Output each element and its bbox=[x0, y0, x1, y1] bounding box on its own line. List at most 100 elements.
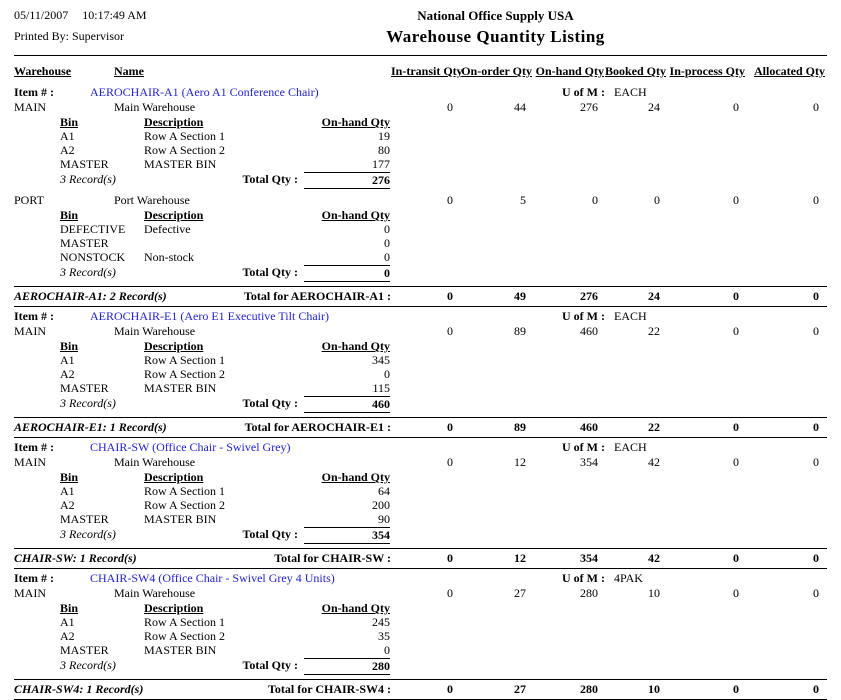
item-summary-row: AEROCHAIR-E1: 1 Record(s) Total for AEROC… bbox=[14, 417, 827, 438]
item-number-label: Item # : bbox=[14, 440, 54, 454]
uom-label: U of M : bbox=[562, 309, 605, 323]
warehouse-total-qty: 460 bbox=[304, 396, 390, 413]
report-time: 10:17:49 AM bbox=[82, 8, 147, 22]
warehouse-qty-value: 42 bbox=[648, 455, 660, 469]
warehouse-row: MAIN Main Warehouse 0 89 460 22 0 0 bbox=[14, 324, 827, 339]
warehouse-qty-value: 22 bbox=[648, 324, 660, 338]
warehouse-total-row: 3 Record(s) Total Qty : 276 bbox=[60, 172, 827, 189]
warehouse-code: MAIN bbox=[14, 455, 46, 469]
bin-records-count: 3 Record(s) bbox=[60, 396, 116, 410]
uom-label: U of M : bbox=[562, 85, 605, 99]
total-qty-label: Total Qty : bbox=[242, 658, 298, 672]
description-column-header: Description bbox=[144, 470, 204, 484]
bin-on-hand-qty: 0 bbox=[384, 367, 390, 381]
description-column-header: Description bbox=[144, 601, 204, 615]
on-hand-qty-column-header: On-hand Qty bbox=[535, 64, 604, 78]
item-number-label: Item # : bbox=[14, 571, 54, 585]
bin-row: MASTER MASTER BIN 0 bbox=[60, 643, 827, 657]
bin-on-hand-qty: 345 bbox=[372, 353, 390, 367]
warehouse-qty-value: 0 bbox=[447, 455, 453, 469]
item-block: Item # : CHAIR-SW4 (Office Chair - Swivel… bbox=[14, 571, 827, 700]
bin-code: MASTER bbox=[60, 381, 109, 395]
warehouse-qty-value: 0 bbox=[813, 455, 819, 469]
item-summary-qty-value: 0 bbox=[733, 551, 739, 565]
item-header-row: Item # : CHAIR-SW (Office Chair - Swivel … bbox=[14, 440, 827, 455]
bin-code: MASTER bbox=[60, 643, 109, 657]
uom-value: 4PAK bbox=[614, 571, 643, 585]
warehouse-qty-value: 10 bbox=[648, 586, 660, 600]
bin-row: A1 Row A Section 1 345 bbox=[60, 353, 827, 367]
uom-label: U of M : bbox=[562, 571, 605, 585]
description-column-header: Description bbox=[144, 339, 204, 353]
report-body: Item # : AEROCHAIR-A1 (Aero A1 Conference… bbox=[14, 85, 827, 700]
bin-description: Row A Section 1 bbox=[144, 129, 226, 143]
item-summary-qty-value: 0 bbox=[447, 551, 453, 565]
uom-label: U of M : bbox=[562, 440, 605, 454]
item-summary-row: CHAIR-SW: 1 Record(s) Total for CHAIR-SW … bbox=[14, 548, 827, 569]
item-summary-qty-value: 0 bbox=[813, 682, 819, 696]
bin-row: NONSTOCK Non-stock 0 bbox=[60, 250, 827, 264]
bin-on-hand-qty: 200 bbox=[372, 498, 390, 512]
bin-column-header: Bin bbox=[60, 470, 79, 484]
bin-description: Row A Section 2 bbox=[144, 143, 226, 157]
warehouse-qty-value: 0 bbox=[733, 193, 739, 207]
bin-code: A1 bbox=[60, 129, 75, 143]
bin-code: DEFECTIVE bbox=[60, 222, 126, 236]
bin-description: Non-stock bbox=[144, 250, 194, 264]
bin-code: A1 bbox=[60, 484, 75, 498]
bin-row: MASTER MASTER BIN 177 bbox=[60, 157, 827, 171]
bin-column-header: Bin bbox=[60, 115, 79, 129]
item-name-link[interactable]: AEROCHAIR-A1 (Aero A1 Conference Chair) bbox=[90, 85, 319, 99]
report-header-center: National Office Supply USA Warehouse Qua… bbox=[164, 8, 827, 47]
warehouse-qty-value: 0 bbox=[733, 455, 739, 469]
bin-on-hand-qty: 0 bbox=[384, 236, 390, 250]
warehouse-qty-value: 89 bbox=[514, 324, 526, 338]
warehouse-total-row: 3 Record(s) Total Qty : 280 bbox=[60, 658, 827, 675]
bin-code: MASTER bbox=[60, 236, 109, 250]
warehouse-total-qty: 276 bbox=[304, 172, 390, 189]
warehouse-qty-value: 0 bbox=[447, 100, 453, 114]
bin-description: MASTER BIN bbox=[144, 512, 217, 526]
bin-row: MASTER MASTER BIN 90 bbox=[60, 512, 827, 526]
warehouse-qty-value: 0 bbox=[813, 324, 819, 338]
item-block: Item # : AEROCHAIR-A1 (Aero A1 Conference… bbox=[14, 85, 827, 307]
uom-value: EACH bbox=[614, 309, 647, 323]
report-header: 05/11/2007 10:17:49 AM Printed By: Superv… bbox=[14, 8, 827, 47]
bin-column-header-row: Bin Description On-hand Qty bbox=[60, 115, 827, 129]
bin-on-hand-qty: 35 bbox=[378, 629, 390, 643]
warehouse-qty-value: 12 bbox=[514, 455, 526, 469]
item-summary-qty-value: 0 bbox=[733, 420, 739, 434]
item-name-link[interactable]: CHAIR-SW (Office Chair - Swivel Grey) bbox=[90, 440, 291, 454]
warehouse-total-row: 3 Record(s) Total Qty : 0 bbox=[60, 265, 827, 282]
item-summary-qty-value: 0 bbox=[813, 420, 819, 434]
item-summary-qty-value: 12 bbox=[514, 551, 526, 565]
item-summary-qty-value: 89 bbox=[514, 420, 526, 434]
bin-column-header-row: Bin Description On-hand Qty bbox=[60, 339, 827, 353]
bin-code: MASTER bbox=[60, 512, 109, 526]
warehouse-name: Main Warehouse bbox=[114, 455, 196, 469]
item-number-label: Item # : bbox=[14, 309, 54, 323]
item-total-label: Total for CHAIR-SW4 : bbox=[267, 682, 391, 696]
bin-code: A1 bbox=[60, 353, 75, 367]
item-name-link[interactable]: CHAIR-SW4 (Office Chair - Swivel Grey 4 … bbox=[90, 571, 335, 585]
bin-on-hand-qty: 90 bbox=[378, 512, 390, 526]
warehouse-qty-value: 0 bbox=[733, 100, 739, 114]
bin-on-hand-qty: 115 bbox=[372, 381, 390, 395]
bin-on-hand-qty-column-header: On-hand Qty bbox=[321, 470, 390, 484]
bin-code: A2 bbox=[60, 143, 75, 157]
uom-value: EACH bbox=[614, 85, 647, 99]
bin-on-hand-qty-column-header: On-hand Qty bbox=[321, 339, 390, 353]
item-summary-qty-value: 0 bbox=[813, 289, 819, 303]
total-qty-label: Total Qty : bbox=[242, 172, 298, 186]
item-name-link[interactable]: AEROCHAIR-E1 (Aero E1 Executive Tilt Cha… bbox=[90, 309, 329, 323]
item-header-row: Item # : AEROCHAIR-E1 (Aero E1 Executive … bbox=[14, 309, 827, 324]
warehouse-total-row: 3 Record(s) Total Qty : 460 bbox=[60, 396, 827, 413]
bin-row: MASTER MASTER BIN 115 bbox=[60, 381, 827, 395]
warehouse-column-header: Warehouse bbox=[14, 64, 72, 78]
bin-on-hand-qty-column-header: On-hand Qty bbox=[321, 601, 390, 615]
report-date: 05/11/2007 bbox=[14, 8, 69, 22]
bin-description: Row A Section 1 bbox=[144, 484, 226, 498]
bin-on-hand-qty: 19 bbox=[378, 129, 390, 143]
bin-description: Defective bbox=[144, 222, 191, 236]
bin-column-header: Bin bbox=[60, 339, 79, 353]
